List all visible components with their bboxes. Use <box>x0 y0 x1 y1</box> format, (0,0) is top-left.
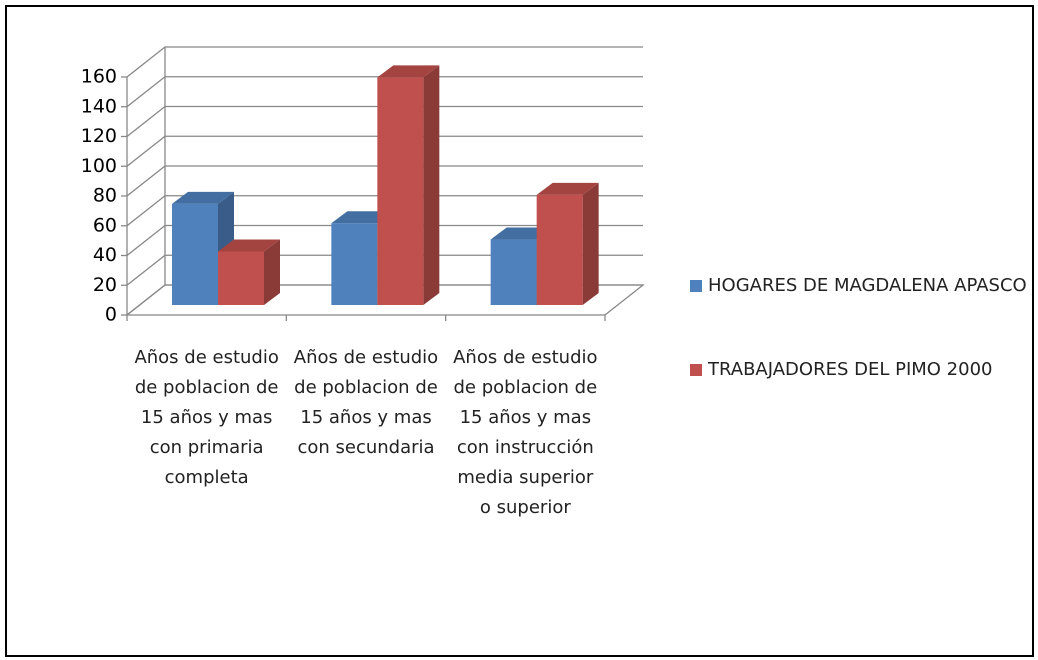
y-tick-label: 140 <box>81 95 117 117</box>
y-tick-label: 20 <box>93 274 117 296</box>
legend-label: TRABAJADORES DEL PIMO 2000 <box>708 359 993 380</box>
bar-side <box>264 239 280 305</box>
y-tick-label: 100 <box>81 155 117 177</box>
bar <box>536 194 583 305</box>
y-tick-label: 60 <box>93 214 117 236</box>
y-tick-label: 160 <box>81 66 117 88</box>
bar <box>331 223 378 305</box>
legend-label: HOGARES DE MAGDALENA APASCO <box>708 275 1027 296</box>
x-tick-label: Años de estudio de poblacion de 15 años … <box>134 347 279 488</box>
x-tick-label: Años de estudio de poblacion de 15 años … <box>453 347 598 518</box>
bar-top <box>172 191 234 204</box>
legend-swatch <box>690 364 702 376</box>
bar-side <box>582 182 599 305</box>
bar-top <box>218 239 280 252</box>
bar-top <box>377 65 440 78</box>
bar <box>218 251 264 305</box>
legend-swatch <box>690 280 702 292</box>
y-tick-label: 120 <box>81 125 117 147</box>
bar-top <box>536 182 599 195</box>
bar <box>490 239 537 305</box>
y-tick-label: 80 <box>93 185 117 207</box>
y-tick-label: 0 <box>105 304 117 326</box>
bar-side <box>423 65 440 305</box>
y-tick-label: 40 <box>93 244 117 266</box>
bar <box>172 203 218 305</box>
frame <box>5 5 1034 657</box>
x-tick-label: Años de estudio de poblacion de 15 años … <box>293 347 439 458</box>
bar <box>377 77 424 305</box>
